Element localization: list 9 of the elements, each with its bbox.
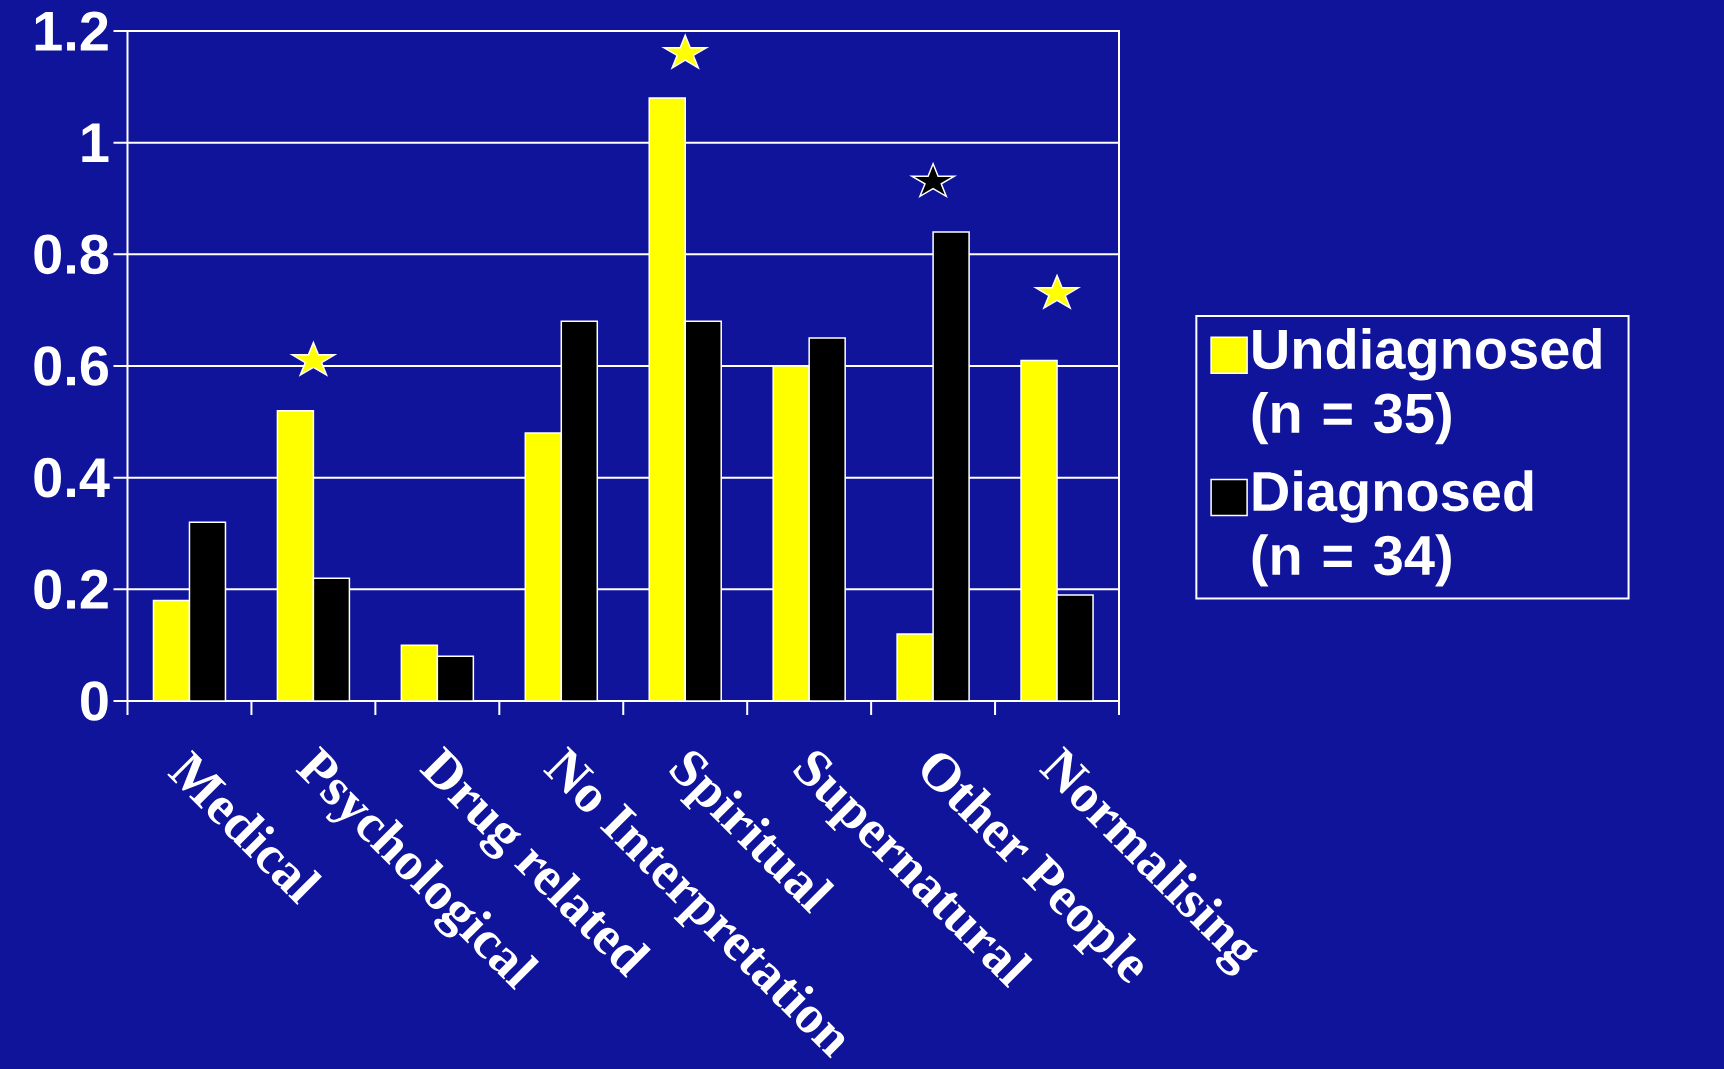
legend-label: Undiagnosed (n = 35) <box>1252 328 1601 445</box>
y-tick-label: 0.4 <box>34 457 110 498</box>
y-tick-label: 0.6 <box>34 346 108 386</box>
y-tick-label: 1 <box>82 123 109 162</box>
y-tick-label: 0.2 <box>34 569 108 610</box>
y-tick-label: 0.8 <box>34 234 109 275</box>
legend-label: Diagnosed (n = 34) <box>1252 470 1533 587</box>
y-tick-label: 1.2 <box>35 11 108 51</box>
y-tick-label: 0 <box>81 681 108 721</box>
